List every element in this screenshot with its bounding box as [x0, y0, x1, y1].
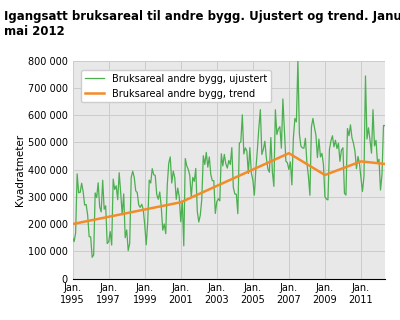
Bruksareal andre bygg, ujustert: [294, 120, 299, 124]
Bruksareal andre bygg, ujustert: [70, 236, 75, 240]
Bruksareal andre bygg, ujustert: [327, 148, 332, 151]
Bruksareal andre bygg, trend: [136, 209, 141, 213]
Bruksareal andre bygg, ujustert: [183, 157, 188, 161]
Bruksareal andre bygg, ujustert: [286, 168, 291, 172]
Bruksareal andre bygg, trend: [382, 162, 387, 166]
Bruksareal andre bygg, ujustert: [79, 181, 84, 185]
Bruksareal andre bygg, ujustert: [382, 124, 387, 128]
Text: Igangsatt bruksareal til andre bygg. Ujustert og trend. Januar 1995-
mai 2012: Igangsatt bruksareal til andre bygg. Uju…: [4, 10, 400, 38]
Bruksareal andre bygg, ujustert: [296, 59, 300, 62]
Y-axis label: Kvadratmeter: Kvadratmeter: [15, 133, 25, 206]
Line: Bruksareal andre bygg, ujustert: Bruksareal andre bygg, ujustert: [73, 60, 385, 257]
Bruksareal andre bygg, ujustert: [138, 205, 143, 209]
Bruksareal andre bygg, trend: [70, 222, 75, 226]
Bruksareal andre bygg, trend: [285, 152, 290, 156]
Bruksareal andre bygg, ujustert: [90, 255, 94, 259]
Line: Bruksareal andre bygg, trend: Bruksareal andre bygg, trend: [73, 153, 385, 224]
Bruksareal andre bygg, trend: [181, 199, 186, 203]
Bruksareal andre bygg, trend: [79, 220, 84, 224]
Bruksareal andre bygg, trend: [294, 156, 299, 160]
Bruksareal andre bygg, trend: [326, 172, 330, 176]
Bruksareal andre bygg, trend: [286, 151, 291, 155]
Legend: Bruksareal andre bygg, ujustert, Bruksareal andre bygg, trend: Bruksareal andre bygg, ujustert, Bruksar…: [81, 70, 271, 102]
